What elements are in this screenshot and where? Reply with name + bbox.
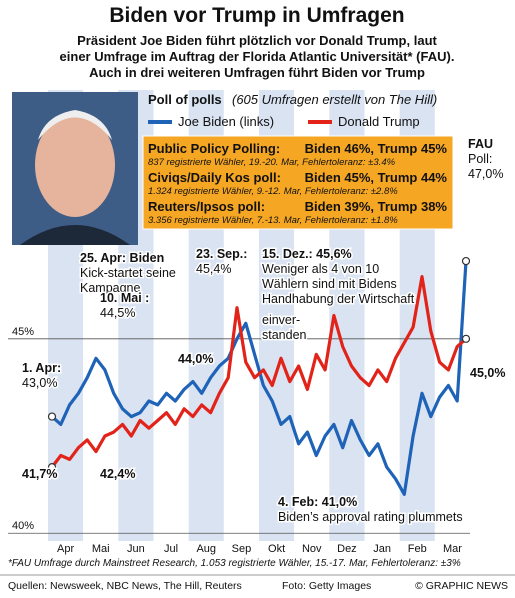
x-tick-label: Mar [443, 543, 462, 555]
series-line [50, 275, 468, 469]
credit: © GRAPHIC NEWS [415, 580, 508, 592]
annotation: Poll: [468, 152, 492, 166]
subtitle-line: Präsident Joe Biden führt plötzlich vor … [77, 33, 437, 48]
subtitle-line: Auch in drei weiteren Umfragen führt Bid… [89, 65, 425, 80]
x-tick-label: Jan [373, 543, 391, 555]
poll-detail: 1.324 registrierte Wähler, 9.-12. Mar, F… [148, 186, 398, 197]
x-tick-label: Jul [164, 543, 178, 555]
annotation: 41,7% [22, 467, 57, 481]
poll-name: Reuters/Ipsos poll: [148, 199, 265, 214]
title: Biden vor Trump in Umfragen [109, 4, 404, 27]
annotation: Kampagne [80, 281, 141, 295]
annotation: 47,0% [468, 167, 503, 181]
y-tick-label: 40% [12, 520, 34, 532]
poll-result: Biden 45%, Trump 44% [305, 170, 448, 185]
annotation: einver- [262, 313, 300, 327]
poll-result: Biden 39%, Trump 38% [305, 199, 448, 214]
poll-name: Public Policy Polling: [148, 141, 280, 156]
footnote: *FAU Umfrage durch Mainstreet Research, … [8, 558, 461, 569]
annotation: 1. Apr: [22, 361, 61, 375]
photo-credit: Foto: Getty Images [282, 580, 371, 592]
point [461, 334, 471, 343]
x-tick-label: Sep [232, 543, 252, 555]
hair [38, 110, 112, 140]
face [35, 113, 115, 217]
x-tick-label: Dez [337, 543, 357, 555]
legend-label: Donald Trump [338, 114, 420, 129]
grid: 40% 45% [8, 326, 470, 534]
x-tick-label: Okt [268, 543, 285, 555]
annotation: standen [262, 328, 307, 342]
annotation: 10. Mai : [100, 291, 149, 305]
annotation: 45,0% [470, 366, 505, 380]
poll-name: Civiqs/Daily Kos poll: [148, 170, 281, 185]
point [47, 412, 57, 421]
annotation: Handhabung der Wirtschaft [262, 292, 415, 306]
poll-result: Biden 46%, Trump 45% [305, 141, 448, 156]
annotation: 15. Dez.: 45,6% [262, 247, 352, 261]
point [461, 256, 471, 266]
plot [47, 256, 471, 496]
x-tick-label: Nov [302, 543, 322, 555]
legend: Joe Biden (links) Donald Trump [148, 114, 420, 129]
y-tick-label: 45% [12, 326, 34, 338]
annotation: 44,0% [178, 352, 213, 366]
annotation: FAU [468, 137, 493, 151]
subtitle: Präsident Joe Biden führt plötzlich vor … [60, 33, 455, 80]
annotation: Weniger als 4 von 10 [262, 262, 379, 276]
poll-detail: 837 registrierte Wähler, 19.-20. Mar, Fe… [148, 157, 396, 168]
annotation: Wählern sind mit Bidens [262, 277, 397, 291]
point [47, 463, 57, 472]
photo [12, 92, 138, 245]
annotation: 25. Apr: Biden [80, 251, 164, 265]
annotation: 43,0% [22, 376, 57, 390]
x-tick-label: Apr [57, 543, 74, 555]
sources: Quellen: Newsweek, NBC News, The Hill, R… [8, 580, 242, 592]
series-line [50, 260, 468, 496]
suit [20, 225, 130, 245]
polls: Public Policy Polling: Biden 46%, Trump 4… [148, 141, 447, 226]
legend-note: (605 Umfragen erstellt von The Hill) [232, 92, 437, 107]
x-tick-label: Feb [408, 543, 427, 555]
legend-label: Joe Biden (links) [178, 114, 274, 129]
annotation: 4. Feb: 41,0% [278, 495, 357, 509]
legend-title: Poll of polls [148, 92, 222, 107]
subtitle-line: einer Umfrage im Auftrag der Florida Atl… [60, 49, 455, 64]
annotation: 45,4% [196, 262, 231, 276]
annotation: 23. Sep.: [196, 247, 247, 261]
footer: *FAU Umfrage durch Mainstreet Research, … [0, 558, 515, 592]
poll-detail: 3.356 registrierte Wähler, 7.-13. Mar, F… [148, 215, 398, 226]
poll-box [142, 135, 454, 230]
x-tick-label: Jun [127, 543, 145, 555]
annotation: 44,5% [100, 306, 135, 320]
annotation: 42,4% [100, 467, 135, 481]
annotation: Biden’s approval rating plummets [278, 510, 463, 524]
annotation: Kick-startet seine [80, 266, 176, 280]
x-tick-label: Mai [92, 543, 110, 555]
x-tick-label: Aug [196, 543, 216, 555]
